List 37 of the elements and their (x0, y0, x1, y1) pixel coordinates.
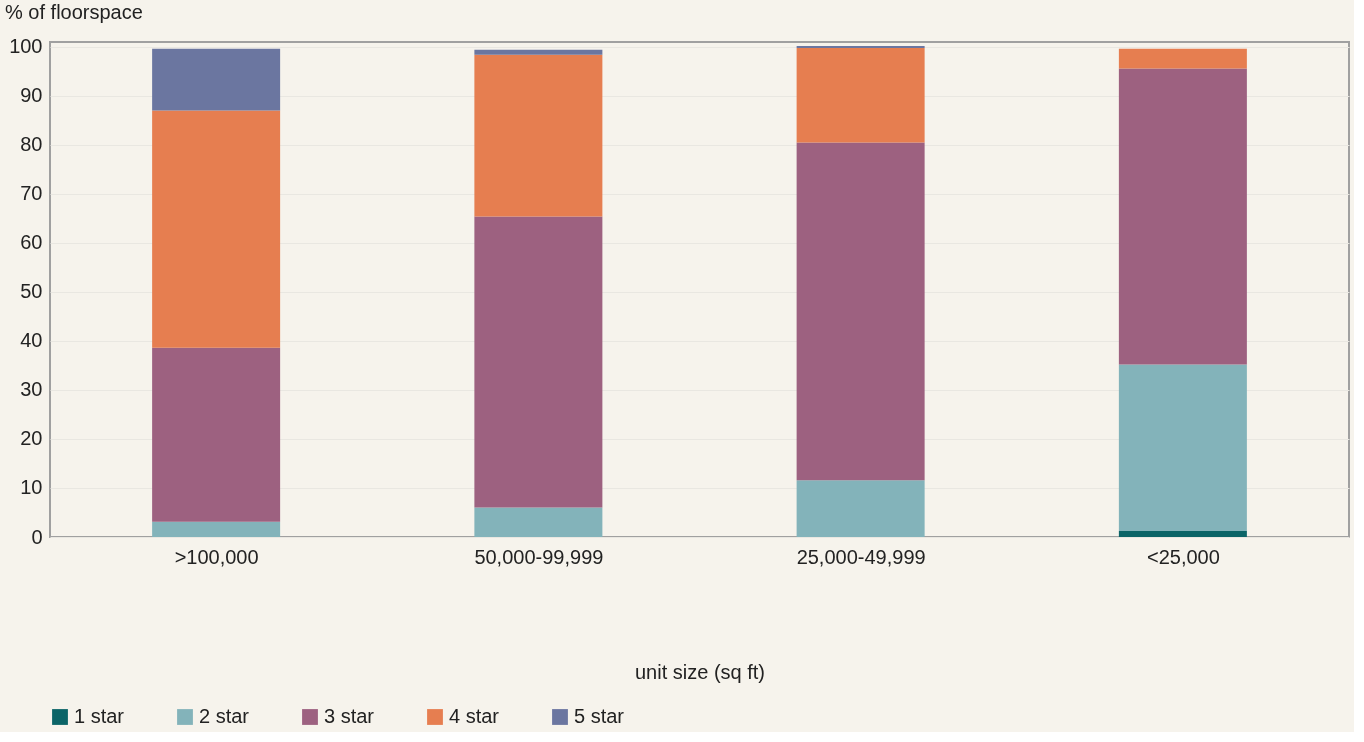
bar (796, 47, 925, 143)
bar (152, 521, 281, 537)
y-tick-label: 20 (20, 427, 43, 450)
y-axis-title: % of floorspace (5, 0, 143, 23)
y-tick-label: 100 (9, 35, 43, 58)
bar (1118, 364, 1247, 532)
legend-label: 2 star (199, 705, 250, 727)
y-tick-label: 30 (20, 378, 43, 401)
legend-label: 3 star (324, 705, 375, 727)
y-tick-label: 0 (31, 525, 43, 548)
x-tick-label: 25,000-49,999 (796, 545, 926, 568)
bar (1118, 48, 1247, 69)
y-tick-label: 70 (20, 182, 43, 205)
legend-label: 1 star (74, 705, 125, 727)
x-tick-label: >100,000 (174, 545, 259, 568)
bar (474, 216, 603, 508)
y-tick-label: 60 (20, 231, 43, 254)
y-tick-label: 40 (20, 329, 43, 352)
bar (474, 507, 603, 537)
bar (796, 480, 925, 537)
y-tick-label: 90 (20, 84, 43, 107)
legend-label: 5 star (574, 705, 625, 727)
y-tick-label: 10 (20, 476, 43, 499)
bar (152, 48, 281, 111)
x-axis-title: unit size (sq ft) (634, 660, 766, 683)
bar (474, 49, 603, 55)
bar (1118, 531, 1247, 537)
y-tick-label: 80 (20, 133, 43, 156)
bar (152, 347, 281, 522)
y-tick-label: 50 (20, 280, 43, 303)
x-tick-label: <25,000 (1146, 545, 1220, 568)
legend-label: 4 star (449, 705, 500, 727)
bar (1118, 68, 1247, 365)
bar (796, 142, 925, 481)
x-tick-label: 50,000-99,999 (474, 545, 604, 568)
bar (474, 54, 603, 217)
bar (152, 110, 281, 348)
